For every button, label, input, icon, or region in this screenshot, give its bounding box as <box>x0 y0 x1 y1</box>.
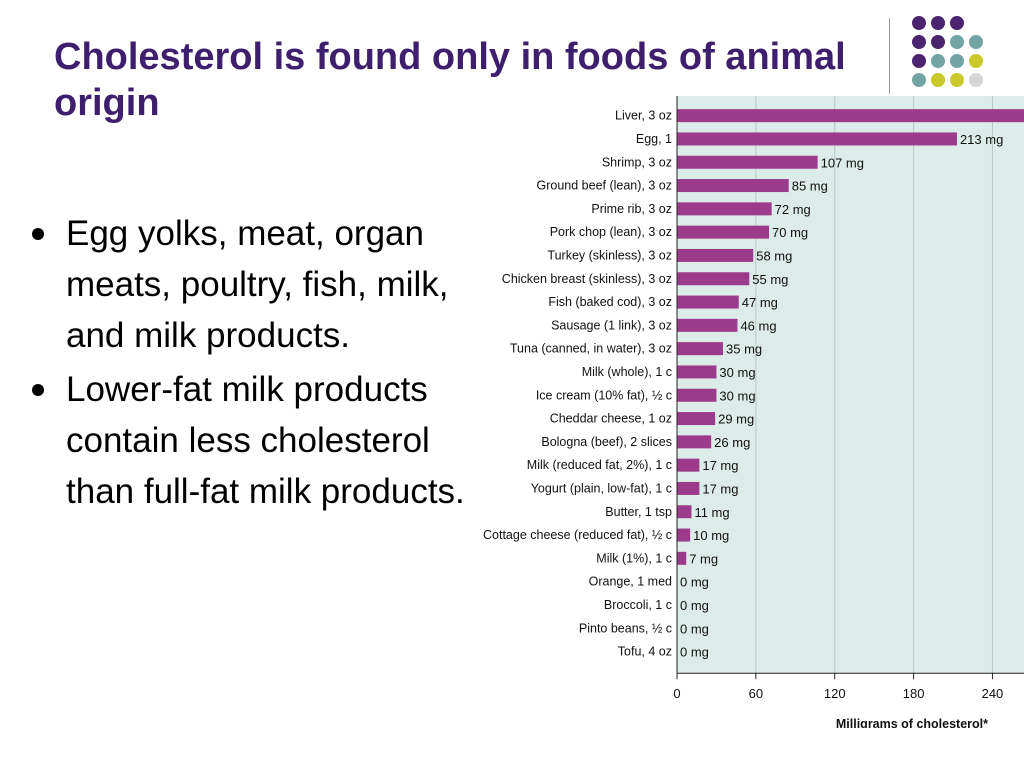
x-tick-label: 240 <box>982 686 1004 701</box>
bar <box>677 528 691 542</box>
value-label: 10 mg <box>693 528 729 543</box>
category-label: Broccoli, 1 c <box>604 598 672 612</box>
bar <box>677 435 712 449</box>
category-label: Cottage cheese (reduced fat), ½ c <box>483 528 672 542</box>
category-label: Tuna (canned, in water), 3 oz <box>510 342 672 356</box>
value-label: 17 mg <box>702 481 738 496</box>
value-label: 58 mg <box>756 248 792 263</box>
value-label: 107 mg <box>821 155 864 170</box>
bullet-text: Egg yolks, meat, organ meats, poultry, f… <box>66 214 449 355</box>
value-label: 72 mg <box>775 202 811 217</box>
decorative-dot <box>950 16 964 30</box>
bullet-item: Egg yolks, meat, organ meats, poultry, f… <box>30 208 470 361</box>
title-divider <box>889 18 890 94</box>
decorative-dot <box>950 54 964 68</box>
category-label: Chicken breast (skinless), 3 oz <box>502 272 672 286</box>
decorative-dot <box>969 73 983 87</box>
bar <box>677 505 692 519</box>
bar <box>677 365 717 379</box>
bar <box>677 388 717 402</box>
category-label: Yogurt (plain, low-fat), 1 c <box>531 481 672 495</box>
category-label: Ground beef (lean), 3 oz <box>537 179 673 193</box>
bar <box>677 551 687 565</box>
value-label: 29 mg <box>718 412 754 427</box>
bar <box>677 248 754 262</box>
category-label: Shrimp, 3 oz <box>602 155 672 169</box>
bar <box>677 202 772 216</box>
decorative-dot <box>912 73 926 87</box>
value-label: 47 mg <box>742 295 778 310</box>
value-label: 0 mg <box>680 645 709 660</box>
category-label: Sausage (1 link), 3 oz <box>551 318 672 332</box>
category-label: Tofu, 4 oz <box>618 645 672 659</box>
category-label: Pinto beans, ½ c <box>579 621 672 635</box>
value-label: 55 mg <box>752 272 788 287</box>
decorative-dot <box>950 73 964 87</box>
category-label: Milk (1%), 1 c <box>596 551 672 565</box>
decorative-dot <box>912 35 926 49</box>
x-tick-label: 0 <box>673 686 680 701</box>
category-label: Milk (whole), 1 c <box>582 365 672 379</box>
bar <box>677 109 1024 123</box>
category-label: Milk (reduced fat, 2%), 1 c <box>527 458 672 472</box>
value-label: 70 mg <box>772 225 808 240</box>
value-label: 26 mg <box>714 435 750 450</box>
cholesterol-bar-chart: Liver, 3 oz Egg, 1 213 mg Shrimp, 3 oz 107 m… <box>483 96 1024 728</box>
bullet-icon <box>32 384 44 396</box>
value-label: 46 mg <box>740 318 776 333</box>
plot-background <box>677 96 1024 674</box>
category-label: Orange, 1 med <box>589 575 672 589</box>
bar <box>677 481 700 495</box>
value-label: 11 mg <box>694 505 729 520</box>
bar <box>677 342 724 356</box>
x-tick-label: 180 <box>903 686 925 701</box>
decorative-dot <box>912 16 926 30</box>
bar <box>677 318 738 332</box>
category-label: Egg, 1 <box>636 132 672 146</box>
slide-title: Cholesterol is found only in foods of an… <box>54 36 846 124</box>
category-label: Ice cream (10% fat), ½ c <box>536 388 672 402</box>
category-label: Cheddar cheese, 1 oz <box>550 412 672 426</box>
decorative-dot <box>969 54 983 68</box>
value-label: 85 mg <box>792 179 828 194</box>
x-tick-label: 120 <box>824 686 846 701</box>
category-label: Turkey (skinless), 3 oz <box>547 248 672 262</box>
decorative-dot <box>931 16 945 30</box>
bar <box>677 225 770 239</box>
decorative-dot <box>950 35 964 49</box>
decorative-dot <box>931 54 945 68</box>
value-label: 7 mg <box>689 551 718 566</box>
value-label: 0 mg <box>680 598 709 613</box>
category-label: Pork chop (lean), 3 oz <box>550 225 672 239</box>
bullet-list: Egg yolks, meat, organ meats, poultry, f… <box>30 208 470 520</box>
bar <box>677 295 739 309</box>
bar <box>677 132 957 146</box>
decorative-dot <box>931 73 945 87</box>
x-axis-title: Milligrams of cholesterol* <box>836 717 988 728</box>
category-label: Bologna (beef), 2 slices <box>541 435 672 449</box>
value-label: 30 mg <box>719 365 755 380</box>
value-label: 213 mg <box>960 132 1003 147</box>
value-label: 35 mg <box>726 342 762 357</box>
category-label: Liver, 3 oz <box>615 109 672 123</box>
value-label: 17 mg <box>702 458 738 473</box>
bar <box>677 458 700 472</box>
decorative-dot <box>912 54 926 68</box>
category-label: Fish (baked cod), 3 oz <box>548 295 672 309</box>
category-label: Prime rib, 3 oz <box>591 202 672 216</box>
bar <box>677 179 789 193</box>
bullet-icon <box>32 228 44 240</box>
x-tick-label: 60 <box>749 686 763 701</box>
bar <box>677 155 818 169</box>
value-label: 0 mg <box>680 575 709 590</box>
bar <box>677 272 750 286</box>
decorative-dot <box>931 35 945 49</box>
value-label: 30 mg <box>719 388 755 403</box>
decorative-dot <box>969 35 983 49</box>
bar <box>677 412 716 426</box>
category-label: Butter, 1 tsp <box>605 505 672 519</box>
bullet-text: Lower-fat milk products contain less cho… <box>66 370 465 511</box>
value-label: 0 mg <box>680 621 709 636</box>
bullet-item: Lower-fat milk products contain less cho… <box>30 364 470 517</box>
